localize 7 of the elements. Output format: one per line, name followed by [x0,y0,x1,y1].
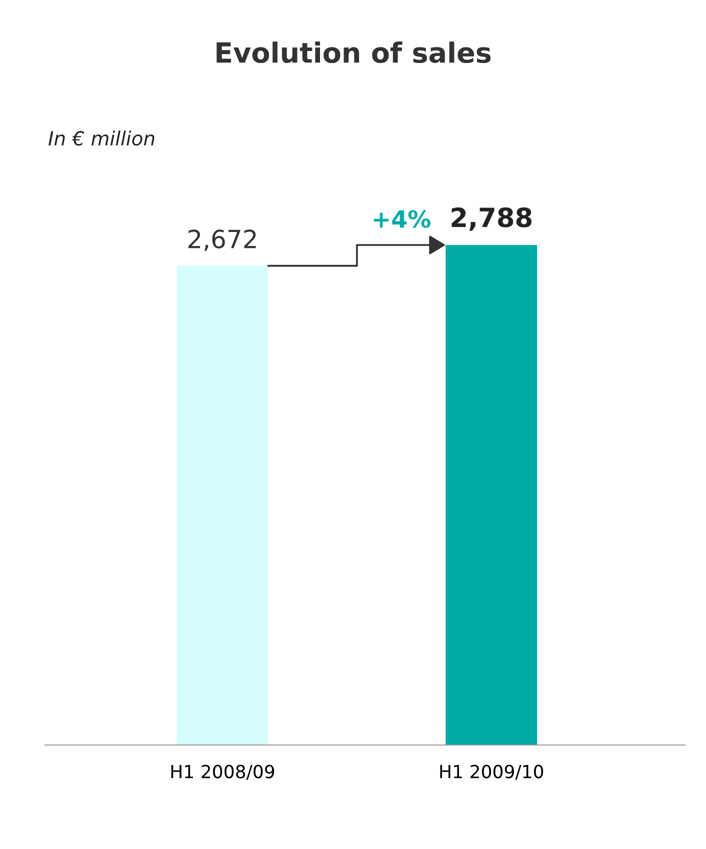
x-tick-label: H1 2008/09 [171,764,274,780]
data-label: 2,788 [452,207,532,231]
text: +4% [374,210,430,228]
data-label: 2,672 [188,230,256,252]
chart-subtitle: In € million [48,130,154,146]
x-tick-label: H1 2009/10 [440,764,544,780]
chart-title: Evolution of sales [216,42,491,64]
